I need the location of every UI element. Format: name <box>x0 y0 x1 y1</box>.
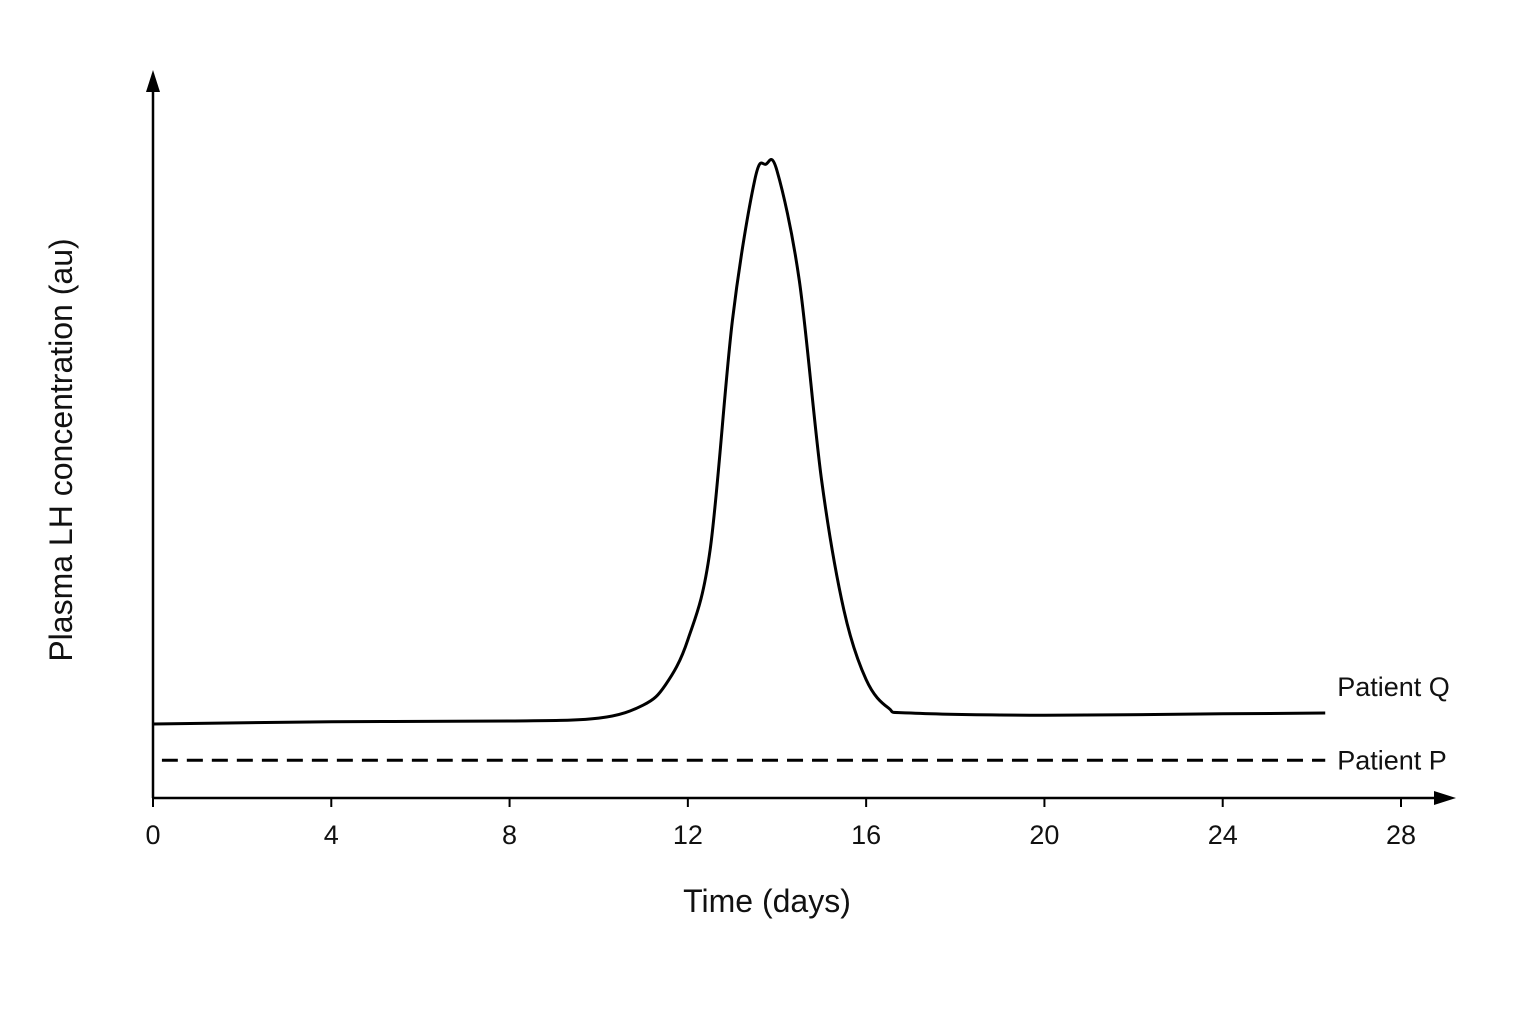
y-axis-title: Plasma LH concentration (au) <box>43 238 79 661</box>
series-label: Patient Q <box>1337 672 1450 702</box>
x-tick-label: 28 <box>1386 820 1416 850</box>
x-tick-label: 12 <box>673 820 703 850</box>
y-axis-arrow <box>146 70 160 92</box>
x-tick-label: 0 <box>145 820 160 850</box>
x-axis-arrow <box>1434 791 1456 805</box>
x-tick-label: 20 <box>1029 820 1059 850</box>
x-tick-label: 16 <box>851 820 881 850</box>
series-label: Patient P <box>1337 745 1447 775</box>
x-tick-label: 24 <box>1208 820 1238 850</box>
x-tick-label: 4 <box>324 820 339 850</box>
series-line <box>152 158 1326 726</box>
x-axis-title: Time (days) <box>683 883 851 919</box>
x-tick-label: 8 <box>502 820 517 850</box>
